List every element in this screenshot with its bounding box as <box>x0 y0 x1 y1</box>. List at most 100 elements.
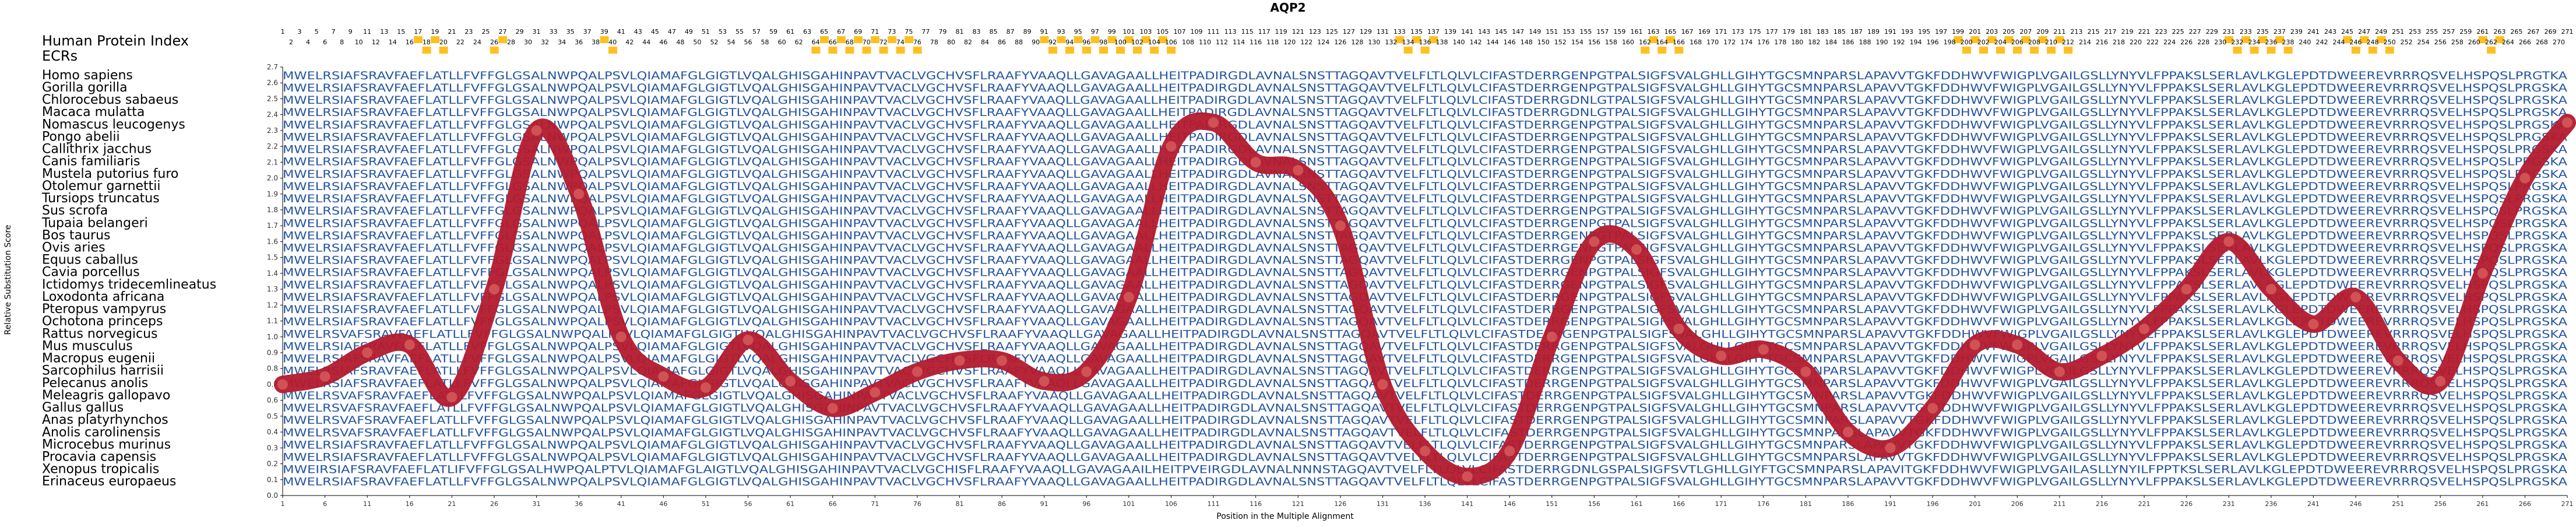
data-point <box>1927 403 1938 414</box>
human-index-number: 48 <box>676 38 684 46</box>
human-index-number: 156 <box>1588 38 1600 46</box>
human-index-number: 52 <box>710 38 718 46</box>
human-index-number: 239 <box>2290 28 2303 36</box>
species-label: Ovis aries <box>42 240 105 255</box>
human-index-number: 266 <box>2519 38 2531 46</box>
human-index-number: 35 <box>566 28 575 36</box>
x-tick-label: 76 <box>913 500 921 508</box>
human-index-number: 144 <box>1487 38 1499 46</box>
ecr-highlight <box>1987 36 1997 43</box>
alignment-sequence: MWELRSIAFSRAVFAEFLATLLFVFFGLGSALNWPQALPS… <box>283 69 2567 82</box>
data-point <box>446 392 458 403</box>
human-index-number: 56 <box>744 38 752 46</box>
human-index-number: 77 <box>921 28 930 36</box>
human-index-number: 103 <box>1139 28 1152 36</box>
human-index-number: 148 <box>1521 38 1533 46</box>
species-label: Erinaceus europaeus <box>42 475 176 489</box>
human-index-number: 142 <box>1470 38 1482 46</box>
human-index-number: 233 <box>2240 28 2252 36</box>
ecr-highlight <box>498 36 508 43</box>
data-point <box>1208 117 1219 128</box>
ecr-highlight <box>2241 36 2251 43</box>
x-tick-label: 86 <box>998 500 1006 508</box>
human-index-number: 4 <box>306 38 310 46</box>
human-index-number: 121 <box>1292 28 1304 36</box>
human-index-number: 263 <box>2493 28 2505 36</box>
human-index-number: 250 <box>2384 38 2396 46</box>
alignment-sequence: MWELRSVAFSRAVFAEFLATLLFVFFGLGSALNWPQALPS… <box>283 389 2567 402</box>
human-index-number: 21 <box>448 28 456 36</box>
human-index-number: 43 <box>634 28 642 36</box>
human-index-number: 122 <box>1300 38 1312 46</box>
axes-layer: 0.00.10.20.30.40.50.60.70.80.91.01.11.21… <box>267 63 2574 508</box>
human-index-number: 78 <box>930 38 938 46</box>
human-index-number: 236 <box>2265 38 2277 46</box>
data-point <box>2519 173 2531 184</box>
human-index-number: 120 <box>1283 38 1296 46</box>
human-index-number: 39 <box>600 28 608 36</box>
data-point <box>615 331 627 342</box>
species-label: Bos taurus <box>42 228 111 243</box>
human-index-number: 30 <box>524 38 532 46</box>
data-point <box>2139 324 2150 335</box>
alignment-sequence: MWELRSIAFSRAVFAEFLATLLFVFFGLGSALNWPQALPS… <box>283 156 2567 168</box>
species-label: Chlorocebus sabaeus <box>42 93 178 107</box>
human-index-number: 114 <box>1233 38 1245 46</box>
ecr-highlight <box>1082 47 1092 54</box>
alignment-sequence: MWELRSIAFSRAVFAEFLATLLFVFFGLGSALNWPQALPS… <box>283 143 2567 156</box>
x-tick-label: 126 <box>1334 500 1346 508</box>
alignment-sequence: MWELRSIAFSRAVFAEFLATLLFVFFGLGSALNWPQALPS… <box>283 254 2567 267</box>
data-point <box>1758 344 1769 355</box>
human-index-number: 232 <box>2231 38 2243 46</box>
human-index-number: 270 <box>2553 38 2565 46</box>
y-tick-label: 1.3 <box>267 285 278 293</box>
human-index-number: 258 <box>2451 38 2464 46</box>
x-tick-label: 71 <box>871 500 879 508</box>
x-tick-label: 251 <box>2392 500 2404 508</box>
human-index-number: 242 <box>2315 38 2328 46</box>
human-index-number: 86 <box>998 38 1006 46</box>
chart-title: AQP2 <box>1270 1 1305 15</box>
human-index-number: 152 <box>1554 38 1567 46</box>
species-label: Anas platyrhynchos <box>42 413 168 427</box>
species-label: Mustela putorius furo <box>42 167 178 181</box>
human-index-number: 24 <box>473 38 481 46</box>
human-index-number: 10 <box>355 38 363 46</box>
human-index-number: 190 <box>1876 38 1888 46</box>
ecr-highlight <box>845 47 854 54</box>
data-point <box>2477 268 2488 279</box>
alignment-sequence: MWELRSVAFSRAVFAEFLATLLFVFFGLGSALNWPQALPS… <box>283 402 2567 414</box>
data-point <box>362 347 373 358</box>
human-index-number: 153 <box>1563 28 1575 36</box>
human-index-number: 91 <box>1040 28 1048 36</box>
x-tick-label: 136 <box>1419 500 1431 508</box>
human-index-number: 196 <box>1927 38 1939 46</box>
human-index-number: 138 <box>1436 38 1448 46</box>
human-index-number: 65 <box>820 28 828 36</box>
human-index-number: 201 <box>1969 28 1981 36</box>
human-index-number: 71 <box>871 28 879 36</box>
human-index-number: 17 <box>414 28 422 36</box>
x-tick-label: 231 <box>2223 500 2235 508</box>
human-index-number: 69 <box>854 28 862 36</box>
species-label: Rattus norvegicus <box>42 326 158 341</box>
human-index-number: 92 <box>1048 38 1057 46</box>
y-tick-label: 0.4 <box>267 428 278 436</box>
y-tick-label: 0.3 <box>267 444 278 452</box>
ecr-highlight <box>913 47 922 54</box>
human-index-number: 223 <box>2155 28 2167 36</box>
alignment-sequence: MWELRSIAFSRAVFAEFLATLLFVFFGLGSALNWPQALPS… <box>283 131 2567 143</box>
y-tick-label: 2.3 <box>267 127 278 135</box>
ecr-highlight <box>1674 47 1684 54</box>
human-index-number: 175 <box>1749 28 1761 36</box>
human-index-number: 59 <box>769 28 777 36</box>
human-index-number: 49 <box>685 28 693 36</box>
human-index-number: 129 <box>1360 28 1372 36</box>
human-index-number: 118 <box>1266 38 1279 46</box>
ecr-highlight <box>854 36 863 43</box>
species-label: Pongo abelii <box>42 129 120 144</box>
human-index-number: 19 <box>431 28 439 36</box>
human-index-number: 167 <box>1681 28 1694 36</box>
human-index-number: 264 <box>2502 38 2514 46</box>
y-tick-label: 2.5 <box>267 94 278 103</box>
